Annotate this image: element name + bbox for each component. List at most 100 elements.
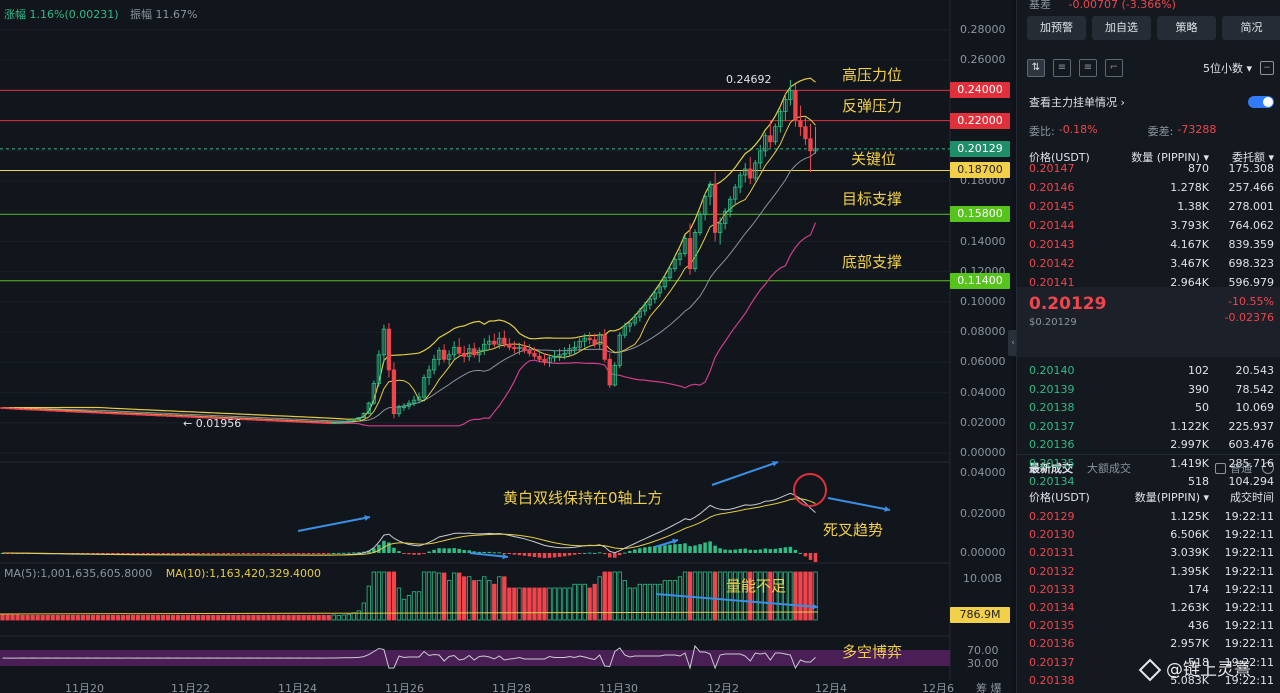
macd-bar	[191, 553, 195, 554]
macd-bar	[402, 553, 406, 554]
volume-bar	[647, 583, 653, 621]
candle-body	[642, 304, 648, 312]
trade-row[interactable]: 0.20132 1.395K 19:22:11	[1029, 564, 1274, 580]
candle-body	[411, 399, 417, 404]
candle-body	[687, 238, 693, 270]
macd-bar	[301, 553, 306, 554]
macd-bar	[467, 550, 471, 553]
macd-bar	[281, 553, 286, 554]
bid-row[interactable]: 0.20140 102 20.543	[1029, 363, 1274, 379]
volume-bar	[778, 571, 783, 621]
bid-row[interactable]: 0.20138 50 10.069	[1029, 400, 1274, 416]
row-qty: 1.278K	[1170, 181, 1209, 194]
overview-button[interactable]: 简况	[1222, 16, 1280, 40]
candle-body	[607, 358, 612, 386]
macd-bar	[547, 553, 552, 558]
trade-row[interactable]: 0.20131 3.039K 19:22:11	[1029, 545, 1274, 561]
book-both-icon[interactable]: ⇅	[1027, 59, 1045, 77]
chart-canvas[interactable]	[0, 0, 1012, 693]
candle-body	[788, 90, 793, 100]
ask-row[interactable]: 0.20141 2.964K 596.979	[1029, 275, 1274, 291]
candle-body	[612, 364, 617, 386]
macd-bar	[111, 553, 115, 554]
bid-row[interactable]: 0.20139 390 78.542	[1029, 382, 1274, 398]
row-total: 839.359	[1228, 238, 1275, 251]
candle-body	[25, 408, 30, 411]
macd-bar	[557, 553, 562, 557]
trade-row[interactable]: 0.20137 518 19:22:11	[1029, 655, 1274, 671]
macd-bar	[321, 553, 326, 554]
volume-bar	[577, 583, 582, 621]
ask-row[interactable]: 0.20142 3.467K 698.323	[1029, 256, 1274, 272]
ask-row[interactable]: 0.20147 870 175.308	[1029, 161, 1274, 177]
tab-large-trades[interactable]: 大额成交	[1087, 462, 1131, 475]
price-axis-label: 0.14000	[960, 234, 1006, 248]
book-qty-header[interactable]: 数量 (PIPPIN) ▾	[1131, 151, 1209, 164]
book-bids-icon[interactable]: ≡	[1053, 59, 1071, 77]
candle-body	[436, 349, 442, 360]
row-price: 0.20146	[1029, 181, 1075, 194]
candle-body	[186, 415, 191, 418]
trade-row[interactable]: 0.20134 1.263K 19:22:11	[1029, 600, 1274, 616]
macd-bar	[683, 543, 687, 553]
ask-row[interactable]: 0.20145 1.38K 278.001	[1029, 199, 1274, 215]
macd-bar	[507, 553, 512, 554]
strategy-button[interactable]: 策略	[1157, 16, 1216, 40]
bid-row[interactable]: 0.20137 1.122K 225.937	[1029, 419, 1274, 435]
candle-body	[336, 421, 341, 424]
panel-splitter-handle[interactable]: ‹	[1008, 330, 1018, 356]
bid-row[interactable]: 0.20135 1.419K 285.716	[1029, 456, 1274, 472]
macd-bar	[241, 553, 246, 554]
watermark: @链上灵熹	[1138, 655, 1251, 682]
macd-bar	[628, 550, 632, 553]
trade-row[interactable]: 0.20138 5.083K 19:22:11	[1029, 673, 1274, 689]
main-orders-row[interactable]: 查看主力挂单情况 ›	[1029, 94, 1274, 110]
ask-row[interactable]: 0.20146 1.278K 257.466	[1029, 180, 1274, 196]
bid-row[interactable]: 0.20136 2.997K 603.476	[1029, 437, 1274, 453]
book-depth-icon[interactable]: ⌐	[1105, 59, 1123, 77]
macd-bar	[106, 553, 110, 554]
book-total-header[interactable]: 委托额 ▾	[1231, 151, 1274, 164]
trade-row[interactable]: 0.20133 174 19:22:11	[1029, 582, 1274, 598]
trade-row[interactable]: 0.20136 2.957K 19:22:11	[1029, 636, 1274, 652]
macd-bar	[803, 553, 808, 557]
book-asks-icon[interactable]: ≡	[1079, 59, 1097, 77]
main-orders-toggle[interactable]	[1248, 96, 1274, 108]
precision-settings-icon[interactable]: −	[1260, 61, 1274, 75]
volume-bar	[231, 614, 236, 621]
watermark-logo-icon	[1138, 658, 1162, 682]
normal-checkbox-label[interactable]: 普通	[1230, 462, 1252, 475]
volume-bar	[527, 587, 532, 621]
basis-value: -0.00707 (-3.366%)	[1068, 0, 1176, 11]
trade-row[interactable]: 0.20130 6.506K 19:22:11	[1029, 527, 1274, 543]
axis-corner[interactable]: 筹 爆	[976, 682, 1002, 693]
volume-bar	[170, 614, 176, 621]
macd-bar	[291, 553, 296, 554]
kline-chart[interactable]: 涨幅 1.16%(0.00231) 振幅 11.67% MA(5):1,001,…	[0, 0, 1018, 693]
volume-bar	[622, 580, 627, 621]
row-total: 19:22:11	[1224, 528, 1274, 542]
volume-bar	[662, 580, 668, 621]
macd-bar	[738, 548, 742, 553]
trades-qty-header[interactable]: 数量(PIPPIN) ▾	[1134, 491, 1209, 504]
ask-row[interactable]: 0.20144 3.793K 764.062	[1029, 218, 1274, 234]
volume-bar	[457, 572, 462, 621]
rsi-axis-label: 70.00	[967, 644, 999, 657]
candle-body	[35, 408, 40, 411]
add-alert-button[interactable]: 加预警	[1027, 16, 1086, 40]
volume-bar	[793, 571, 798, 621]
add-watchlist-button[interactable]: 加自选	[1092, 16, 1151, 40]
trade-row[interactable]: 0.20135 436 19:22:11	[1029, 618, 1274, 634]
tab-latest-trades[interactable]: 最新成交	[1029, 462, 1073, 475]
row-price: 0.20133	[1029, 582, 1075, 596]
macd-bar	[562, 553, 567, 557]
precision-select[interactable]: 5位小数 ▾	[1202, 62, 1252, 75]
trades-settings-icon[interactable]	[1262, 462, 1274, 474]
normal-checkbox[interactable]	[1215, 462, 1226, 474]
ask-row[interactable]: 0.20143 4.167K 839.359	[1029, 237, 1274, 253]
trade-row[interactable]: 0.20129 1.125K 19:22:11	[1029, 509, 1274, 525]
candle-body	[80, 411, 85, 413]
bid-row[interactable]: 0.20134 518 104.294	[1029, 474, 1274, 490]
main-orders-label[interactable]: 查看主力挂单情况 ›	[1029, 96, 1125, 109]
volume-bar	[723, 571, 728, 621]
